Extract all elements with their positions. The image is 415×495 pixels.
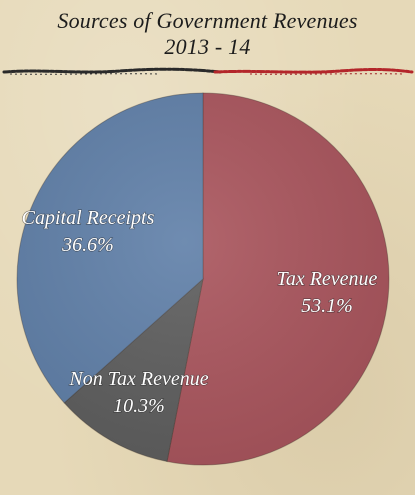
slice-value-capital-receipts: 36.6% xyxy=(61,234,114,256)
chart-title: Sources of Government Revenues 2013 - 14 xyxy=(0,8,415,60)
title-underline-decoration xyxy=(2,67,414,75)
slice-label-tax-revenue: Tax Revenue xyxy=(277,268,378,290)
slice-value-tax-revenue: 53.1% xyxy=(301,295,353,317)
slice-label-non-tax-revenue: Non Tax Revenue xyxy=(68,368,208,390)
chart-title-line-2: 2013 - 14 xyxy=(164,34,251,59)
slice-value-non-tax-revenue: 10.3% xyxy=(113,395,165,417)
pie-labels: Tax Revenue 53.1% Non Tax Revenue 10.3% Capi… xyxy=(21,206,378,417)
chart-title-line-1: Sources of Government Revenues xyxy=(57,8,358,33)
slice-label-capital-receipts: Capital Receipts xyxy=(22,207,155,229)
